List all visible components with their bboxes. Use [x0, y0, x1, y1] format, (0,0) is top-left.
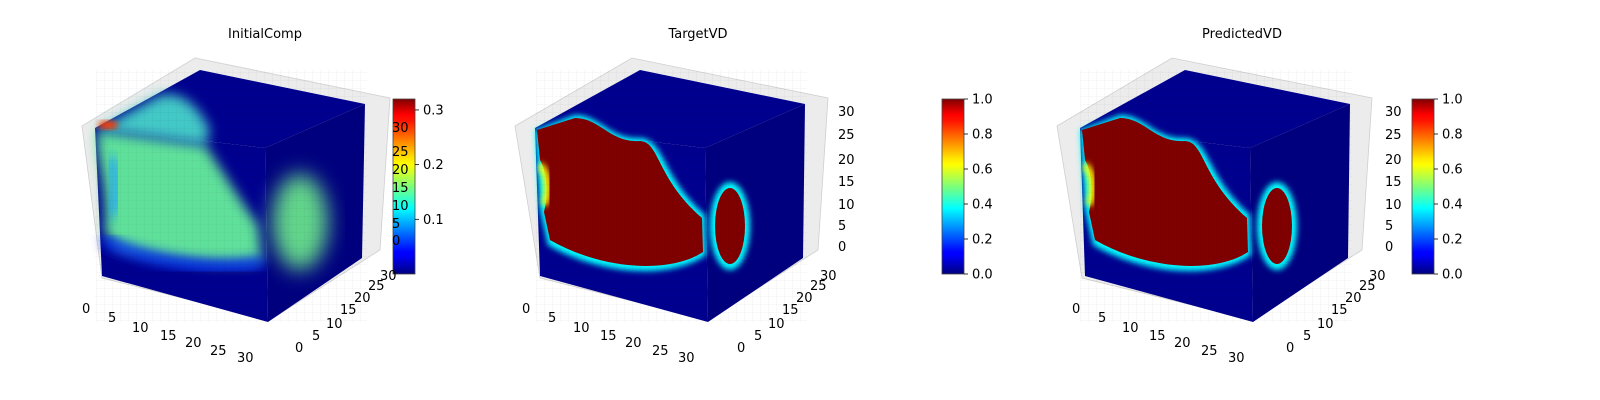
- colorbar-tick-label: 0.2: [972, 233, 993, 248]
- cube-targetvd: [535, 70, 807, 322]
- y-tick-label: 20: [354, 291, 371, 306]
- x-tick-label: 15: [1149, 329, 1166, 344]
- y-tick-label: 25: [810, 279, 827, 294]
- y-tick-label: 0: [737, 341, 745, 356]
- x-tick-label: 10: [1122, 321, 1139, 336]
- y-tick-label: 5: [312, 329, 320, 344]
- y-tick-label: 15: [1331, 303, 1348, 318]
- y-tick-label: 10: [768, 317, 785, 332]
- x-tick-label: 15: [160, 329, 177, 344]
- cube-predictedvd: [1080, 70, 1352, 322]
- colorbar-tick-label: 0.6: [1442, 163, 1463, 178]
- colorbar-tick-label: 0.3: [423, 103, 444, 118]
- z-tick-label: 0: [838, 240, 846, 255]
- z-tick-label: 20: [838, 153, 855, 168]
- x-tick-label: 0: [82, 302, 90, 317]
- panel-title: TargetVD: [667, 27, 727, 42]
- z-tick-label: 25: [1385, 128, 1402, 143]
- y-tick-label: 15: [782, 303, 799, 318]
- z-tick-label: 10: [838, 198, 855, 213]
- y-tick-label: 25: [368, 279, 385, 294]
- panel-title: PredictedVD: [1202, 27, 1282, 42]
- y-tick-label: 30: [1369, 269, 1386, 284]
- x-tick-label: 20: [1174, 336, 1191, 351]
- x-tick-label: 30: [678, 351, 695, 366]
- z-tick-label: 15: [1385, 175, 1402, 190]
- colorbar-tick-label: 0.4: [972, 198, 993, 213]
- z-tick-label: 15: [392, 181, 409, 196]
- y-tick-label: 0: [1286, 341, 1294, 356]
- x-tick-label: 10: [132, 321, 149, 336]
- z-tick-label: 0: [1385, 240, 1393, 255]
- y-tick-label: 0: [295, 341, 303, 356]
- z-tick-label: 0: [392, 234, 400, 249]
- z-tick-label: 5: [392, 217, 400, 232]
- x-tick-label: 5: [1098, 311, 1106, 326]
- x-tick-label: 20: [625, 336, 642, 351]
- colorbar-tick-label: 0.4: [1442, 198, 1463, 213]
- cube-initialcomp: [95, 70, 367, 322]
- colorbar-targetvd: 0.0 0.2 0.4 0.6 0.8 1.0: [941, 93, 993, 283]
- colorbar-tick-label: 0.8: [1442, 128, 1463, 143]
- x-tick-label: 20: [185, 336, 202, 351]
- z-tick-label: 30: [838, 105, 855, 120]
- y-tick-label: 5: [1303, 329, 1311, 344]
- colorbar-tick-label: 0.0: [1442, 268, 1463, 283]
- x-tick-label: 25: [1201, 344, 1218, 359]
- panel-title: InitialComp: [228, 27, 302, 42]
- z-tick-label: 20: [1385, 153, 1402, 168]
- z-tick-label: 5: [1385, 219, 1393, 234]
- z-tick-label: 5: [838, 219, 846, 234]
- x-tick-label: 10: [573, 321, 590, 336]
- z-tick-label: 10: [392, 199, 409, 214]
- z-tick-label: 25: [392, 145, 409, 160]
- x-tick-label: 5: [108, 311, 116, 326]
- y-tick-label: 10: [1317, 317, 1334, 332]
- colorbar-tick-label: 0.2: [423, 158, 444, 173]
- y-tick-label: 30: [820, 269, 837, 284]
- y-tick-label: 20: [796, 291, 813, 306]
- colorbar-tick-label: 0.1: [423, 213, 444, 228]
- colorbar-predictedvd: 0.0 0.2 0.4 0.6 0.8 1.0: [1411, 93, 1463, 283]
- y-tick-label: 5: [754, 329, 762, 344]
- colorbar-tick-label: 0.2: [1442, 233, 1463, 248]
- z-tick-label: 10: [1385, 198, 1402, 213]
- colorbar-tick-label: 0.6: [972, 163, 993, 178]
- colorbar-tick-label: 0.0: [972, 268, 993, 283]
- z-tick-label: 20: [392, 163, 409, 178]
- colorbar-tick-label: 1.0: [972, 93, 993, 108]
- x-tick-label: 5: [548, 311, 556, 326]
- y-tick-label: 15: [340, 303, 357, 318]
- x-tick-label: 25: [210, 344, 227, 359]
- x-tick-label: 15: [600, 329, 617, 344]
- z-tick-label: 15: [838, 175, 855, 190]
- z-tick-label: 25: [838, 128, 855, 143]
- colorbar-tick-label: 0.8: [972, 128, 993, 143]
- x-tick-label: 0: [522, 302, 530, 317]
- z-tick-label: 30: [1385, 105, 1402, 120]
- y-tick-label: 30: [380, 269, 397, 284]
- z-tick-label: 30: [392, 121, 409, 136]
- x-tick-label: 0: [1072, 302, 1080, 317]
- x-tick-label: 30: [1228, 351, 1245, 366]
- x-tick-label: 30: [237, 351, 254, 366]
- y-tick-label: 10: [326, 317, 343, 332]
- y-tick-label: 20: [1345, 291, 1362, 306]
- colorbar-tick-label: 1.0: [1442, 93, 1463, 108]
- y-tick-label: 25: [1359, 279, 1376, 294]
- x-tick-label: 25: [652, 344, 669, 359]
- colorbar-initialcomp: 0.1 0.2 0.3: [392, 98, 444, 275]
